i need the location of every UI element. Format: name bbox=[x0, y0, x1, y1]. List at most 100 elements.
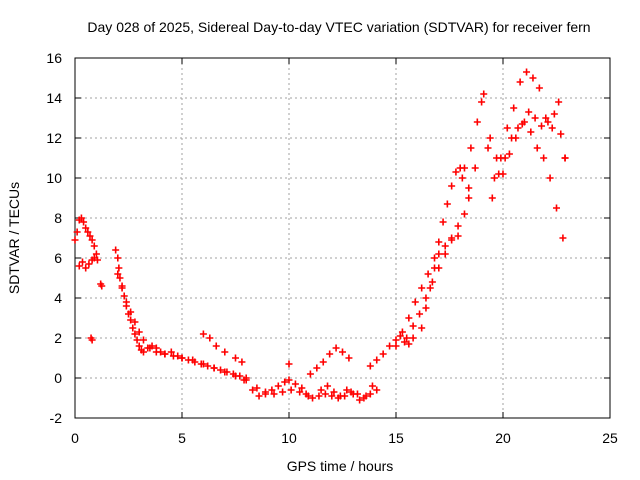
data-point bbox=[435, 250, 443, 258]
y-tick-label: 4 bbox=[54, 290, 62, 306]
x-tick-labels: 0 5 10 15 20 25 bbox=[71, 430, 618, 446]
data-point bbox=[409, 322, 417, 330]
axis-ticks bbox=[74, 57, 611, 419]
data-point bbox=[460, 164, 468, 172]
data-point bbox=[473, 118, 481, 126]
data-point bbox=[349, 390, 357, 398]
grid bbox=[75, 58, 610, 418]
data-point bbox=[366, 362, 374, 370]
data-point bbox=[368, 382, 376, 390]
data-point bbox=[508, 134, 516, 142]
data-point bbox=[330, 388, 338, 396]
data-point bbox=[495, 170, 503, 178]
data-point bbox=[503, 124, 511, 132]
data-point bbox=[559, 234, 567, 242]
data-point bbox=[298, 384, 306, 392]
data-point bbox=[291, 380, 299, 388]
data-point bbox=[520, 118, 528, 126]
y-tick-label: -2 bbox=[50, 410, 63, 426]
data-point bbox=[392, 342, 400, 350]
data-point bbox=[409, 334, 417, 342]
data-point bbox=[538, 122, 546, 130]
data-point bbox=[135, 328, 143, 336]
data-point bbox=[396, 332, 404, 340]
data-point bbox=[78, 258, 86, 266]
data-point bbox=[253, 384, 261, 392]
data-point bbox=[178, 354, 186, 362]
data-point bbox=[328, 392, 336, 400]
data-point bbox=[86, 232, 94, 240]
data-point bbox=[127, 308, 135, 316]
data-point bbox=[553, 204, 560, 212]
data-point bbox=[199, 330, 207, 338]
data-point bbox=[480, 90, 488, 98]
x-tick-label: 5 bbox=[178, 430, 186, 446]
data-point bbox=[484, 144, 492, 152]
data-point bbox=[90, 254, 98, 262]
data-point bbox=[114, 270, 122, 278]
data-point bbox=[490, 174, 498, 182]
data-point bbox=[82, 264, 90, 272]
data-point bbox=[431, 254, 439, 262]
x-tick-label: 0 bbox=[71, 430, 79, 446]
data-point bbox=[261, 388, 269, 396]
data-point bbox=[439, 218, 447, 226]
data-point bbox=[426, 284, 434, 292]
data-point bbox=[88, 236, 96, 244]
y-axis-label: SDTVAR / TECUs bbox=[6, 182, 22, 294]
data-point bbox=[523, 68, 531, 76]
data-point bbox=[418, 284, 426, 292]
data-point bbox=[127, 316, 135, 324]
data-point bbox=[392, 336, 400, 344]
data-point bbox=[403, 334, 411, 342]
data-point bbox=[362, 392, 370, 400]
data-point bbox=[486, 134, 494, 142]
data-point bbox=[460, 210, 468, 218]
y-tick-label: 16 bbox=[46, 50, 62, 66]
data-point bbox=[302, 390, 310, 398]
data-point bbox=[285, 360, 293, 368]
data-point bbox=[221, 348, 229, 356]
data-point bbox=[448, 236, 456, 244]
data-point bbox=[527, 128, 535, 136]
data-point bbox=[533, 144, 541, 152]
data-point bbox=[122, 298, 130, 306]
y-tick-label: 6 bbox=[54, 250, 62, 266]
data-point bbox=[139, 348, 147, 356]
data-point bbox=[546, 174, 554, 182]
data-point bbox=[270, 390, 278, 398]
data-point bbox=[85, 260, 93, 268]
data-point bbox=[274, 382, 282, 390]
data-point bbox=[544, 118, 552, 126]
data-point bbox=[146, 344, 154, 352]
data-point bbox=[505, 150, 513, 158]
data-point bbox=[287, 386, 295, 394]
data-points bbox=[71, 68, 569, 404]
data-point bbox=[255, 392, 263, 400]
data-point bbox=[529, 74, 537, 82]
data-point bbox=[555, 98, 563, 106]
data-point bbox=[548, 124, 556, 132]
data-point bbox=[120, 292, 128, 300]
data-point bbox=[405, 314, 413, 322]
data-point bbox=[317, 386, 325, 394]
data-point bbox=[443, 200, 451, 208]
data-point bbox=[189, 356, 197, 364]
data-point bbox=[550, 110, 558, 118]
data-point bbox=[309, 394, 317, 402]
data-point bbox=[285, 376, 293, 384]
data-point bbox=[118, 284, 126, 292]
data-point bbox=[471, 164, 479, 172]
data-point bbox=[339, 348, 346, 356]
data-point bbox=[232, 372, 239, 380]
data-point bbox=[232, 354, 239, 362]
data-point bbox=[435, 238, 443, 246]
data-point bbox=[114, 254, 122, 262]
data-point bbox=[373, 386, 381, 394]
data-point bbox=[321, 390, 329, 398]
data-point bbox=[418, 324, 426, 332]
data-point bbox=[431, 264, 439, 272]
data-point bbox=[306, 370, 314, 378]
data-point bbox=[133, 336, 141, 344]
